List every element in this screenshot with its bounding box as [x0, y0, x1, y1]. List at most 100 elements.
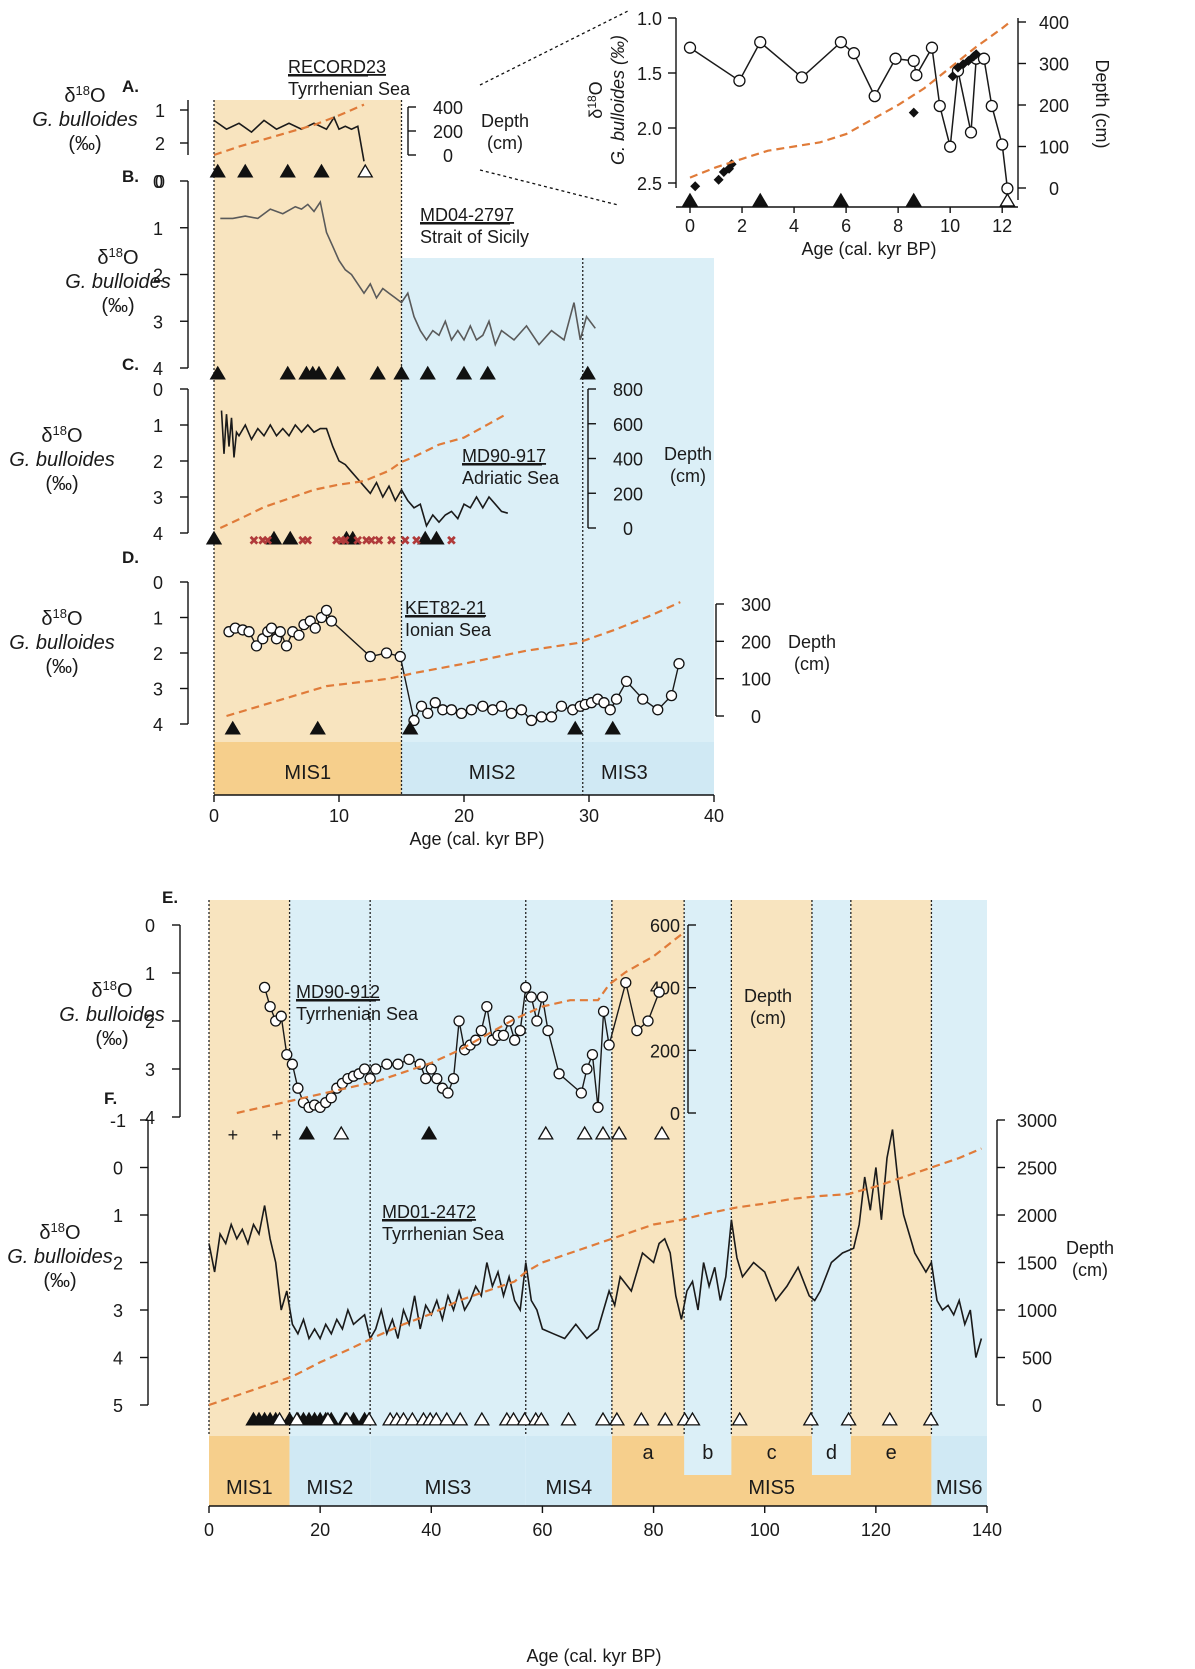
bottom-x-tick-label: 20 [310, 1520, 330, 1540]
tephra-marker: ✖ [340, 533, 351, 548]
tephra-marker: ✖ [400, 533, 411, 548]
delta-symbol: δ [91, 980, 102, 1002]
inset-d18o-data-point [925, 41, 939, 54]
depth-tick-label: 600 [613, 415, 643, 435]
d18o-data-point [447, 1072, 460, 1085]
tephra-marker: ✖ [257, 533, 268, 548]
isotope-mass: 18 [53, 606, 67, 621]
depth-tick-label: 200 [741, 632, 771, 652]
depth-age-curve [208, 1147, 982, 1407]
panel-letter: B. [122, 167, 139, 186]
radiocarbon-date-marker [428, 530, 445, 545]
depth-axis-title-line-2: (cm) [750, 1008, 786, 1028]
y-tick-label: 2 [153, 452, 163, 472]
tie-point-marker [560, 1411, 577, 1426]
d18o-data-point [508, 1034, 521, 1046]
depth-tick-label: 500 [1022, 1349, 1052, 1369]
d18o-data-point [420, 1072, 432, 1085]
stage-label-mis1: MIS1 [284, 762, 331, 784]
core-location: Tyrrhenian Sea [288, 79, 411, 99]
radiocarbon-date-marker [205, 530, 223, 545]
d18o-data-point [586, 1048, 599, 1061]
cross-marker: + [228, 1125, 239, 1145]
bottom-x-axis-title: Age (cal. kyr BP) [526, 1646, 661, 1666]
y-axis-title-line-1: δ18O [97, 245, 138, 269]
radiocarbon-date-marker [567, 720, 584, 735]
bottom-x-tick-label: 120 [861, 1520, 891, 1540]
tie-point-marker [594, 1125, 612, 1140]
tie-point-marker [404, 1411, 421, 1426]
d18o-data-point [620, 976, 632, 989]
isotope-mass: 18 [76, 83, 90, 98]
stage-box-mis4 [525, 1436, 612, 1506]
bottom-x-tick-label: 100 [750, 1520, 780, 1540]
d18o-data-point [394, 650, 406, 663]
tie-point-marker [533, 1411, 550, 1426]
d18o-data-point [497, 1029, 510, 1042]
inset-x-tick-label: 10 [940, 216, 960, 236]
d18o-data-point [243, 626, 255, 638]
bottom-x-tick-label: 60 [532, 1520, 552, 1540]
inset-x-tick-label: 0 [685, 216, 695, 236]
y-axis-title-line-2: G. bulloides [9, 632, 115, 654]
dating-markers [224, 720, 621, 735]
d18o-data-point [431, 1072, 443, 1085]
zoom-connector-line [479, 9, 631, 86]
y-axis: 0 1 2 3 4 [153, 380, 189, 544]
inset-y-tick-label: 2.5 [637, 174, 662, 194]
inset-x-tick-label: 12 [992, 216, 1012, 236]
y-axis: -1 0 1 2 3 4 5 [110, 1111, 149, 1416]
inset-d18o-data-point [834, 36, 848, 49]
inset-background [676, 10, 1022, 222]
y-tick-label: 4 [153, 359, 163, 379]
depth-axis-title-line-1: Depth [481, 111, 529, 131]
radiocarbon-date-marker [579, 365, 596, 380]
d18o-curve [220, 199, 596, 347]
d18o-data-point [325, 615, 338, 627]
element-symbol: O [586, 81, 606, 95]
stage-box-mis6 [931, 1436, 987, 1506]
depth-axis-title-line-1: Depth [664, 444, 712, 464]
radiocarbon-date-marker [402, 720, 419, 735]
element-symbol: O [67, 425, 83, 447]
delta-symbol: δ [97, 247, 108, 269]
top-x-tick-label: 30 [579, 806, 599, 826]
y-axis: 0 1 2 3 4 [153, 172, 189, 379]
depth-tick-label: 100 [741, 670, 771, 690]
depth-tick-label: 0 [751, 707, 761, 727]
d18o-data-point [592, 1101, 604, 1114]
inset-d18o-data-point [933, 99, 946, 113]
tephra-marker: ✖ [352, 533, 363, 548]
d18o-data-point [603, 1039, 615, 1051]
d18o-data-point [293, 629, 305, 641]
y-axis-title-line-1: δ18O [41, 423, 82, 447]
d18o-data-point [495, 700, 508, 712]
panel-letter: A. [122, 77, 139, 96]
tie-point-marker [505, 1411, 522, 1426]
depth-axis-title-line-1: Depth [1066, 1238, 1114, 1258]
stage-band-mis1 [214, 100, 402, 742]
panel-letter: C. [122, 355, 139, 374]
radiocarbon-date-marker [224, 720, 241, 735]
radiocarbon-date-marker [313, 163, 330, 178]
inset-y-tick-label: 1.0 [637, 9, 662, 29]
y-tick-label: 2 [113, 1254, 123, 1274]
depth-axis-title-line-1: Depth [744, 986, 792, 1006]
y-tick-label: 1 [153, 416, 163, 436]
inset-radiocarbon-date-marker [752, 192, 769, 207]
tephra-marker: ✖ [262, 533, 273, 548]
d18o-data-point [403, 1053, 415, 1066]
depth-tick-label: 800 [613, 380, 643, 400]
radiocarbon-date-marker [479, 365, 496, 380]
d18o-data-point [292, 1082, 304, 1094]
radiocarbon-date-marker [279, 365, 296, 380]
inset-y-tick-label: 1.5 [637, 64, 662, 84]
d18o-data-point [610, 693, 623, 705]
inset-d18o-data-point [985, 99, 998, 113]
